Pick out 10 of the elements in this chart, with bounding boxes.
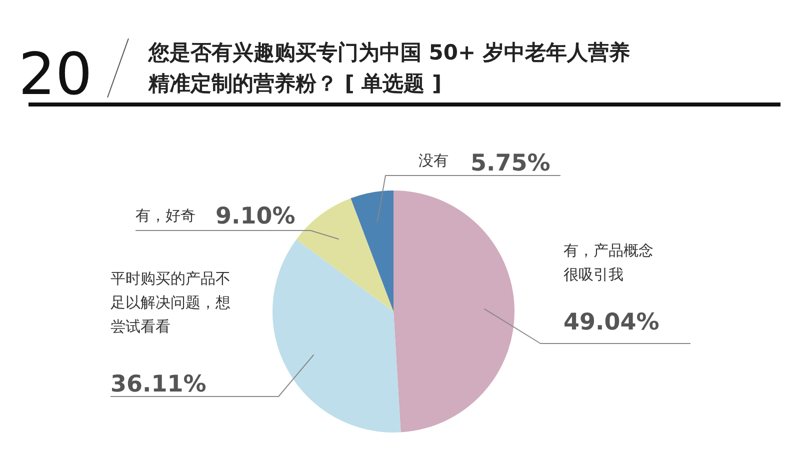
slice-label: 平时购买的产品不足以解决问题，想尝试看看	[110, 270, 230, 336]
data-label: 49.04%	[564, 310, 660, 336]
slice-label: 有，产品概念很吸引我	[564, 242, 654, 284]
data-label: 5.75%	[470, 150, 550, 176]
data-label: 9.10%	[216, 204, 296, 230]
chart-title: 您是否有兴趣购买专门为中国 50+ 岁中老年人营养精准定制的营养粉？ [ 单选题 ]	[148, 40, 630, 96]
text: 20	[18, 40, 92, 108]
data-label: 36.11%	[110, 372, 206, 398]
slice-label: 没有	[418, 152, 448, 170]
slice-label: 有，好奇	[136, 206, 196, 224]
